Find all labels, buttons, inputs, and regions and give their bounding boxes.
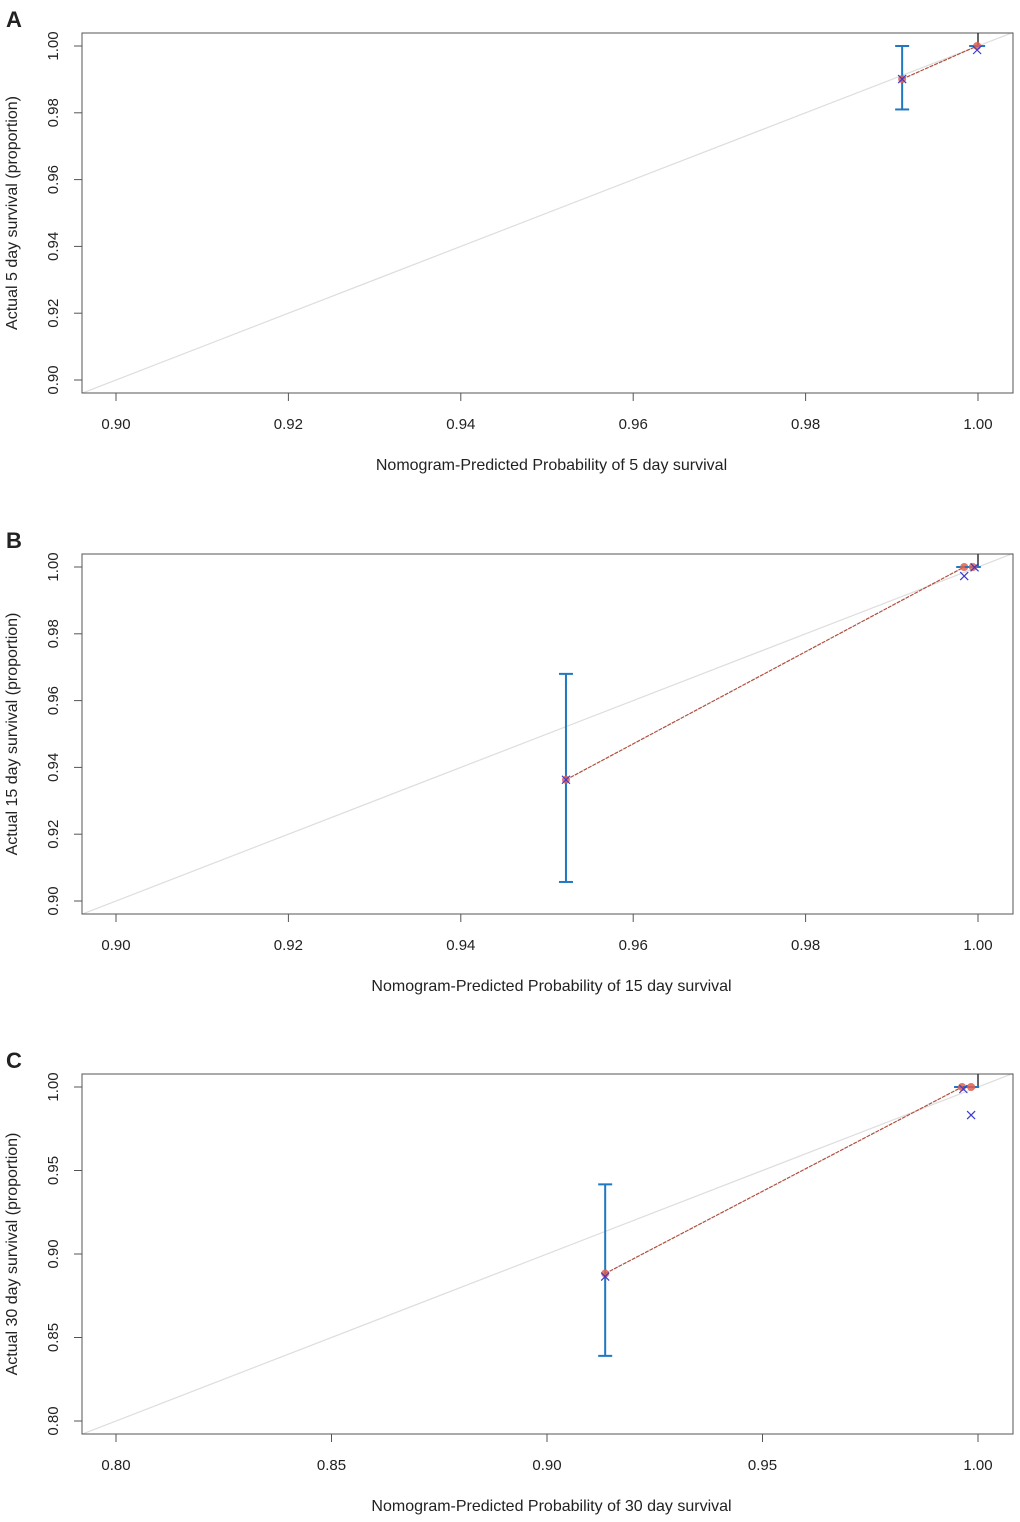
bias-corrected-point	[897, 74, 907, 84]
y-axis-label: Actual 30 day survival (proportion)	[4, 1133, 21, 1376]
bias-corrected-point	[959, 571, 969, 581]
y-tick-label: 0.98	[45, 619, 62, 648]
y-tick-label: 1.00	[45, 552, 62, 581]
y-tick-label: 0.98	[45, 98, 62, 127]
x-tick-label: 1.00	[963, 1457, 992, 1474]
y-axis-label: Actual 15 day survival (proportion)	[4, 613, 21, 856]
x-axis-label: Nomogram-Predicted Probability of 30 day…	[371, 1498, 731, 1515]
ideal-line	[81, 31, 1014, 394]
y-tick-label: 0.96	[45, 686, 62, 715]
panel-label: A	[6, 7, 22, 32]
x-tick-label: 0.90	[101, 937, 130, 954]
bias-corrected-point	[966, 1110, 976, 1120]
bias-corrected-point	[972, 45, 982, 55]
panel-c: C 0.80 0.85 0.90 0.95 1.00 0.80 0.85 0.90 0.95 1.0…	[4, 1048, 1014, 1515]
y-tick-label: 0.90	[45, 1239, 62, 1268]
observed-point	[968, 563, 977, 571]
x-tick-label: 1.00	[963, 937, 992, 954]
x-tick-label: 0.95	[748, 1457, 777, 1474]
x-tick-label: 0.94	[446, 416, 475, 433]
y-tick-label: 0.90	[45, 365, 62, 394]
calibration-line	[565, 566, 973, 781]
bias-corrected-point	[600, 1272, 610, 1281]
y-tick-label: 0.85	[45, 1323, 62, 1352]
x-tick-label: 0.80	[101, 1457, 130, 1474]
x-tick-label: 1.00	[963, 416, 992, 433]
observed-point	[601, 1269, 610, 1278]
x-tick-label: 0.85	[317, 1457, 346, 1474]
y-tick-label: 0.94	[45, 232, 62, 261]
y-tick-label: 0.96	[45, 165, 62, 194]
observed-point	[960, 563, 969, 571]
x-tick-label: 0.90	[101, 416, 130, 433]
observed-point	[973, 42, 982, 50]
ideal-line	[81, 1072, 1014, 1435]
x-axis-label: Nomogram-Predicted Probability of 5 day …	[376, 457, 727, 474]
x-axis-label: Nomogram-Predicted Probability of 15 day…	[371, 978, 731, 995]
y-tick-label: 1.00	[45, 31, 62, 60]
x-tick-label: 0.92	[274, 416, 303, 433]
y-tick-label: 0.90	[45, 886, 62, 915]
x-tick-label: 0.96	[619, 416, 648, 433]
x-tick-label: 0.98	[791, 416, 820, 433]
panel-label: B	[6, 528, 22, 553]
y-tick-label: 1.00	[45, 1072, 62, 1101]
calibration-line	[901, 45, 978, 80]
panel-label: C	[6, 1048, 22, 1073]
calibration-line	[604, 1086, 972, 1275]
ideal-line	[81, 552, 1014, 915]
panel-b: B 0.90 0.92 0.94 0.96 0.98 1.00 0.90 0.92 0.94 0.9…	[4, 528, 1014, 995]
x-tick-label: 0.98	[791, 937, 820, 954]
x-tick-label: 0.92	[274, 937, 303, 954]
y-tick-label: 0.80	[45, 1406, 62, 1435]
bias-corrected-point	[958, 1084, 968, 1094]
bias-corrected-point	[970, 562, 979, 572]
y-tick-label: 0.94	[45, 753, 62, 782]
y-tick-label: 0.92	[45, 299, 62, 328]
panel-a: A 0.90 0.92 0.94 0.96 0.98 1.00 0.90 0.92 0.94 0.9…	[4, 7, 1014, 474]
x-tick-label: 0.94	[446, 937, 475, 954]
bias-corrected-point	[561, 775, 571, 785]
y-axis-label: Actual 5 day survival (proportion)	[4, 96, 21, 330]
y-tick-label: 0.95	[45, 1156, 62, 1185]
observed-point	[967, 1083, 976, 1091]
plot-frame	[81, 32, 1014, 394]
plot-frame	[81, 553, 1014, 915]
x-tick-label: 0.96	[619, 937, 648, 954]
y-tick-label: 0.92	[45, 820, 62, 849]
x-tick-label: 0.90	[532, 1457, 561, 1474]
